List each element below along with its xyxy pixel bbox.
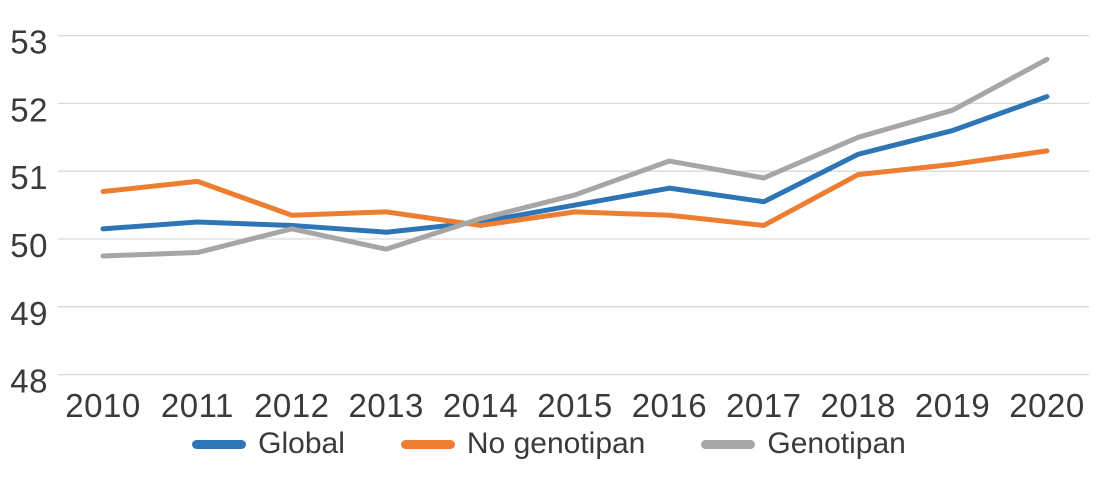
x-tick-label-2013: 2013 bbox=[348, 387, 423, 424]
x-tick-label-2015: 2015 bbox=[537, 387, 612, 424]
y-tick-label-51: 51 bbox=[10, 159, 48, 196]
legend-swatch-no-genotipan bbox=[400, 439, 455, 449]
gridlines bbox=[58, 34, 1089, 376]
x-axis-tick-labels: 2010 2011 2012 2013 2014 2015 2016 2017 2018 2019… bbox=[65, 387, 1084, 424]
legend-item-genotipan: Genotipan bbox=[701, 427, 906, 460]
x-tick-label-2019: 2019 bbox=[915, 387, 990, 424]
y-tick-label-52: 52 bbox=[10, 91, 48, 128]
chart-legend: Global No genotipan Genotipan bbox=[0, 429, 1098, 459]
x-tick-label-2011: 2011 bbox=[161, 387, 234, 424]
legend-swatch-global bbox=[192, 439, 247, 449]
x-tick-label-2018: 2018 bbox=[820, 387, 895, 424]
x-tick-label-2012: 2012 bbox=[254, 387, 329, 424]
legend-swatch-genotipan bbox=[701, 439, 756, 449]
x-tick-label-2010: 2010 bbox=[65, 387, 140, 424]
series-lines bbox=[100, 56, 1050, 259]
y-axis-tick-labels: 53 52 51 50 49 48 bbox=[10, 24, 48, 400]
x-tick-label-2014: 2014 bbox=[443, 387, 518, 424]
legend-label-genotipan: Genotipan bbox=[767, 427, 906, 460]
legend-item-no-genotipan: No genotipan bbox=[400, 427, 646, 460]
legend-item-global: Global bbox=[192, 429, 345, 459]
x-tick-label-2017: 2017 bbox=[726, 387, 801, 424]
y-tick-label-49: 49 bbox=[10, 295, 48, 332]
series-line-no-genotipan bbox=[100, 148, 1050, 228]
x-tick-label-2020: 2020 bbox=[1009, 387, 1084, 424]
y-tick-label-48: 48 bbox=[10, 363, 48, 400]
series-line-genotipan bbox=[100, 56, 1050, 259]
legend-label-no-genotipan: No genotipan bbox=[466, 427, 646, 460]
series-line-global bbox=[100, 94, 1050, 235]
y-tick-label-50: 50 bbox=[10, 227, 48, 264]
y-tick-label-53: 53 bbox=[10, 24, 48, 61]
legend-label-global: Global bbox=[258, 427, 345, 460]
x-tick-label-2016: 2016 bbox=[632, 387, 707, 424]
